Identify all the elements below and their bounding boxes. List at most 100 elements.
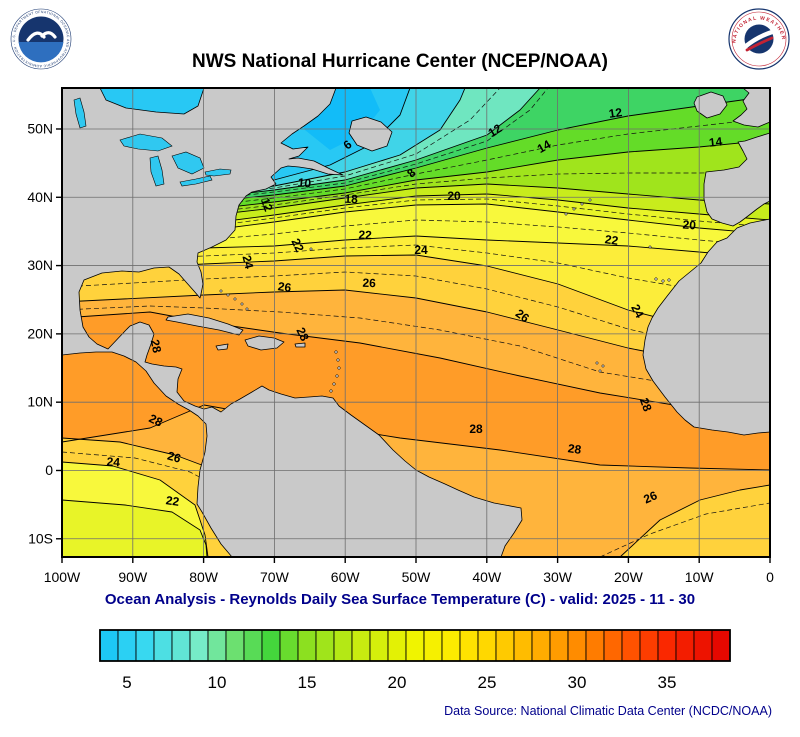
- colorbar-tick-label: 25: [478, 673, 497, 692]
- colorbar-cell: [459, 629, 479, 662]
- contour-label: 18: [344, 192, 358, 206]
- colorbar-cell: [531, 629, 551, 662]
- colorbar-cell: [567, 629, 587, 662]
- landmass-puerto-rico: [294, 342, 306, 348]
- contour-label: 28: [148, 338, 165, 354]
- colorbar-cell: [243, 629, 263, 662]
- contour-label: 28: [469, 422, 483, 436]
- contour-label: 28: [637, 396, 655, 414]
- contour-label: 20: [682, 218, 697, 233]
- landmass-jamaica: [215, 343, 229, 351]
- map-grid: [62, 88, 770, 557]
- colorbar-cell: [495, 629, 515, 662]
- colorbar-cell: [621, 629, 641, 662]
- nws-emblem-icon: [743, 29, 775, 52]
- colorbar-cell: [423, 629, 443, 662]
- colorbar-cell: [441, 629, 461, 662]
- landmass-cuba: [165, 313, 244, 336]
- y-tick-label: 50N: [27, 120, 53, 136]
- x-tick-label: 90W: [118, 569, 148, 585]
- contour-label: 24: [414, 243, 428, 257]
- y-tick-label: 0: [45, 462, 53, 478]
- colorbar-cell: [279, 629, 299, 662]
- colorbar-cell: [261, 629, 281, 662]
- colorbar-cell: [387, 629, 407, 662]
- x-tick-label: 100W: [44, 569, 81, 585]
- colorbar-cell: [585, 629, 605, 662]
- x-tick-label: 60W: [331, 569, 361, 585]
- colorbar-cell: [351, 629, 371, 662]
- axis-labels: 100W 90W 80W 70W 60W 50W 40W 30W 20W 10W 0 50N 40N 30…: [27, 120, 774, 585]
- colorbar-cell: [513, 629, 533, 662]
- noaa-gull-icon: [26, 31, 57, 42]
- y-tick-label: 10N: [27, 394, 53, 410]
- landmass-americas: [61, 87, 523, 558]
- colorbar-cell: [189, 629, 209, 662]
- landmass-iberia-france: [703, 132, 771, 227]
- colorbar-cell: [171, 629, 191, 662]
- x-tick-label: 20W: [614, 569, 644, 585]
- y-tick-label: 20N: [27, 325, 53, 341]
- colorbar-cell: [639, 629, 659, 662]
- contour-label: 28: [147, 411, 165, 430]
- colorbar-cell: [693, 629, 713, 662]
- contour-label: 14: [708, 134, 723, 149]
- contour-label: 26: [641, 488, 659, 506]
- colorbar-tick-label: 20: [388, 673, 407, 692]
- x-tick-label: 30W: [543, 569, 573, 585]
- colorbar-cell: [297, 629, 317, 662]
- colorbar-cell: [405, 629, 425, 662]
- y-tick-label: 10S: [28, 530, 53, 546]
- contour-label: 22: [358, 228, 372, 242]
- contour-label: 22: [165, 493, 180, 509]
- colorbar-cell: [99, 629, 119, 662]
- contour-label: 28: [293, 325, 312, 343]
- x-tick-label: 80W: [189, 569, 219, 585]
- colorbar-cell: [135, 629, 155, 662]
- noaa-logo: NATIONAL OCEANIC AND ATMOSPHERIC ADMINIS…: [10, 8, 72, 70]
- colorbar-cell: [549, 629, 569, 662]
- colorbar-cell: [315, 629, 335, 662]
- colorbar-tick-label: 15: [298, 673, 317, 692]
- colorbar-tick-label: 35: [658, 673, 677, 692]
- x-tick-label: 70W: [260, 569, 290, 585]
- colorbar-cell: [711, 629, 731, 662]
- contour-label: 28: [567, 441, 582, 457]
- colorbar-cell: [117, 629, 137, 662]
- map-caption: Ocean Analysis - Reynolds Daily Sea Surf…: [104, 591, 696, 608]
- colorbar-tick-label: 10: [208, 673, 227, 692]
- x-tick-label: 10W: [685, 569, 715, 585]
- contour-label: 20: [447, 189, 461, 203]
- contour-label: 22: [288, 236, 307, 254]
- contour-label: 10: [297, 175, 312, 190]
- landmasses: [61, 87, 771, 558]
- data-source-note: Data Source: National Climatic Data Cent…: [444, 704, 772, 718]
- colorbar: 5 10 15 20 25 30 35: [99, 629, 731, 692]
- contour-label: 26: [277, 279, 292, 295]
- colorbar-tick-label: 30: [568, 673, 587, 692]
- contour-label: 24: [106, 455, 121, 470]
- colorbar-cell: [207, 629, 227, 662]
- landmass-africa: [642, 218, 771, 436]
- nws-logo: NATIONAL WEATHER SERVICE: [728, 8, 790, 70]
- x-tick-label: 50W: [402, 569, 432, 585]
- contour-label: 12: [608, 105, 623, 121]
- contour-label: 26: [362, 276, 376, 290]
- contour-label: 26: [166, 449, 183, 466]
- colorbar-cell: [657, 629, 677, 662]
- colorbar-cell: [477, 629, 497, 662]
- colorbar-tick-label: 5: [122, 673, 131, 692]
- contour-label: 22: [604, 232, 619, 248]
- colorbar-cell: [153, 629, 173, 662]
- y-tick-label: 40N: [27, 189, 53, 205]
- x-tick-label: 40W: [472, 569, 502, 585]
- landmass-ireland: [693, 91, 728, 119]
- colorbar-cell: [369, 629, 389, 662]
- contour-label: 24: [628, 302, 647, 321]
- contour-label: 12: [258, 196, 276, 214]
- landmass-newfoundland: [348, 116, 393, 152]
- y-tick-label: 30N: [27, 257, 53, 273]
- contour-label: 14: [535, 137, 554, 156]
